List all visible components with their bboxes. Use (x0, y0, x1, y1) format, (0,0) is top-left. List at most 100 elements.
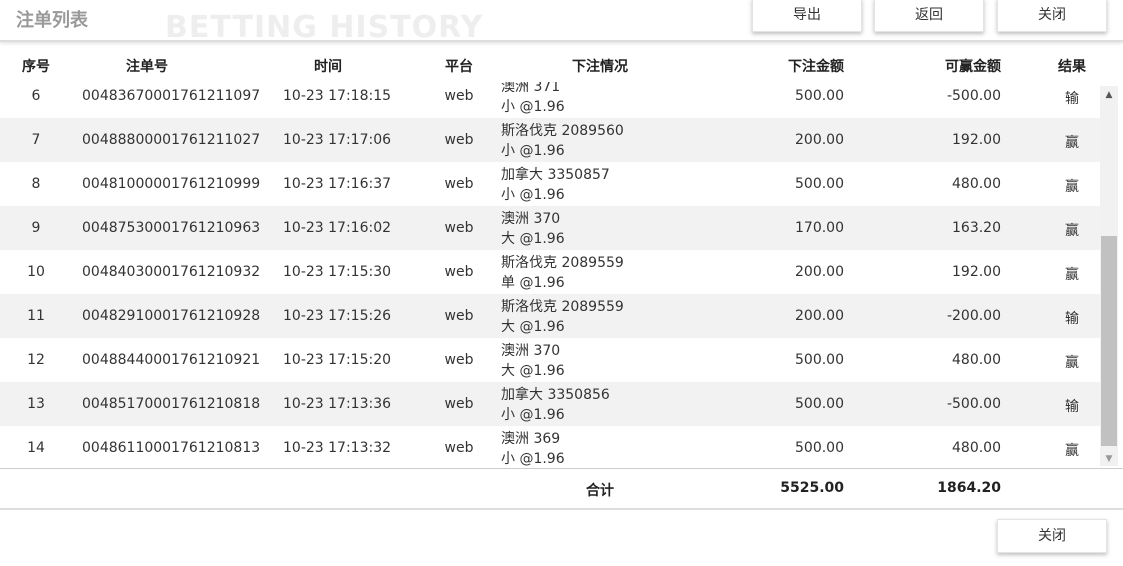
bet-amount: 500.00 (795, 352, 844, 368)
win-amount: 192.00 (952, 132, 1001, 148)
header-bar: 注单列表 BETTING HISTORY (0, 0, 1123, 45)
table-header: 序号 注单号 时间 平台 下注情况 下注金额 可赢金额 结果 (0, 48, 1100, 82)
scrollbar[interactable]: ▲ ▼ (1100, 86, 1118, 466)
bet-id: 00487530001761210963 (82, 220, 261, 236)
result: 输 (1065, 311, 1079, 327)
row-no: 14 (27, 440, 45, 456)
bet-detail: 加拿大 3350857 小 @1.96 (501, 165, 610, 205)
back-button[interactable]: 返回 (874, 0, 984, 32)
win-amount: 480.00 (952, 352, 1001, 368)
bet-market: 加拿大 3350856 (501, 387, 610, 403)
bet-detail: 斯洛伐克 2089559 大 @1.96 (501, 297, 624, 337)
page-title: 注单列表 (16, 10, 88, 31)
col-header-amount: 下注金额 (788, 59, 844, 75)
table-row: 13 00485170001761210818 10-23 17:13:36 web 5… (0, 382, 1100, 426)
result: 赢 (1065, 223, 1079, 239)
platform: web (444, 132, 474, 148)
bet-id: 00482910001761210928 (82, 308, 261, 324)
col-header-result: 结果 (1058, 59, 1086, 75)
bet-id: 00484030001761210932 (82, 264, 261, 280)
bet-time: 10-23 17:13:32 (283, 440, 392, 456)
row-no: 8 (31, 176, 41, 192)
bet-detail: 斯洛伐克 2089559 单 @1.96 (501, 253, 624, 293)
result: 赢 (1065, 179, 1079, 195)
platform: web (444, 308, 474, 324)
bet-id: 00486110001761210813 (82, 440, 261, 456)
table-row: 7 00488800001761211027 10-23 17:17:06 web 20… (0, 118, 1100, 162)
col-header-time: 时间 (314, 59, 342, 75)
win-amount: -500.00 (946, 396, 1001, 412)
platform: web (444, 352, 474, 368)
table-body: 6 00483670001761211097 10-23 17:18:15 web 50… (0, 82, 1100, 468)
platform: web (444, 220, 474, 236)
table-row: 10 00484030001761210932 10-23 17:15:30 web 2… (0, 250, 1100, 294)
row-no: 12 (27, 352, 45, 368)
result: 赢 (1065, 443, 1079, 459)
export-button[interactable]: 导出 (752, 0, 862, 32)
bet-market: 澳洲 371 (501, 82, 561, 95)
platform: web (444, 440, 474, 456)
platform: web (444, 176, 474, 192)
bet-detail: 澳洲 371 小 @1.96 (501, 82, 565, 117)
win-amount: 163.20 (952, 220, 1001, 236)
bet-id: 00485170001761210818 (82, 396, 261, 412)
bet-selection: 小 @1.96 (501, 187, 565, 203)
bet-time: 10-23 17:17:06 (283, 132, 392, 148)
bet-amount: 500.00 (795, 176, 844, 192)
table-row: 14 00486110001761210813 10-23 17:13:32 web 5… (0, 426, 1100, 468)
bet-detail: 澳洲 370 大 @1.96 (501, 341, 565, 381)
platform: web (444, 264, 474, 280)
total-row: 合计 5525.00 1864.20 (0, 468, 1123, 510)
close-button[interactable]: 关闭 (997, 0, 1107, 32)
scrollbar-thumb[interactable] (1101, 236, 1117, 446)
total-win: 1864.20 (937, 480, 1001, 496)
result: 输 (1065, 399, 1079, 415)
col-header-win: 可赢金额 (945, 59, 1001, 75)
bet-time: 10-23 17:15:30 (283, 264, 392, 280)
bet-market: 斯洛伐克 2089560 (501, 123, 624, 139)
bet-selection: 小 @1.96 (501, 407, 565, 423)
row-no: 7 (31, 132, 41, 148)
bet-amount: 200.00 (795, 264, 844, 280)
table-row: 11 00482910001761210928 10-23 17:15:26 web 2… (0, 294, 1100, 338)
col-header-platform: 平台 (445, 59, 473, 75)
row-no: 9 (31, 220, 41, 236)
bet-market: 澳洲 370 (501, 211, 561, 227)
bet-market: 斯洛伐克 2089559 (501, 255, 624, 271)
total-label: 合计 (586, 483, 614, 499)
bet-market: 加拿大 3350857 (501, 167, 610, 183)
bet-time: 10-23 17:16:37 (283, 176, 392, 192)
scroll-down-arrow-icon[interactable]: ▼ (1105, 454, 1113, 464)
bet-selection: 小 @1.96 (501, 451, 565, 467)
row-no: 13 (27, 396, 45, 412)
bet-detail: 澳洲 370 大 @1.96 (501, 209, 565, 249)
bet-id: 00481000001761210999 (82, 176, 261, 192)
table-row: 9 00487530001761210963 10-23 17:16:02 web 17… (0, 206, 1100, 250)
watermark: BETTING HISTORY (165, 10, 484, 45)
win-amount: -200.00 (946, 308, 1001, 324)
col-header-no: 序号 (22, 59, 50, 75)
row-no: 11 (27, 308, 45, 324)
bet-selection: 大 @1.96 (501, 363, 565, 379)
footer-close-button[interactable]: 关闭 (997, 519, 1107, 553)
scroll-up-arrow-icon[interactable]: ▲ (1105, 90, 1113, 100)
bet-amount: 500.00 (795, 440, 844, 456)
bet-market: 澳洲 370 (501, 343, 561, 359)
bet-selection: 小 @1.96 (501, 143, 565, 159)
bet-selection: 小 @1.96 (501, 99, 565, 115)
bet-amount: 500.00 (795, 88, 844, 104)
bet-time: 10-23 17:13:36 (283, 396, 392, 412)
bet-id: 00483670001761211097 (82, 88, 261, 104)
bet-amount: 170.00 (795, 220, 844, 236)
platform: web (444, 396, 474, 412)
result: 赢 (1065, 135, 1079, 151)
result: 赢 (1065, 355, 1079, 371)
total-amount: 5525.00 (780, 480, 844, 496)
bet-selection: 大 @1.96 (501, 231, 565, 247)
bet-amount: 500.00 (795, 396, 844, 412)
platform: web (444, 88, 474, 104)
bet-detail: 加拿大 3350856 小 @1.96 (501, 385, 610, 425)
table-row: 12 00488440001761210921 10-23 17:15:20 web 5… (0, 338, 1100, 382)
bet-selection: 单 @1.96 (501, 275, 565, 291)
bet-market: 斯洛伐克 2089559 (501, 299, 624, 315)
